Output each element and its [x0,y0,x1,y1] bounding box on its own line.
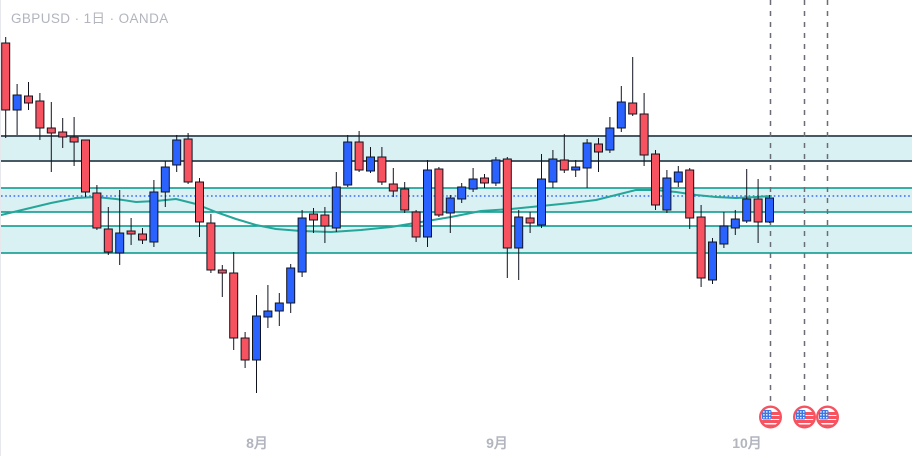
candle-up [730,210,740,235]
candle-up [468,168,478,192]
candle-up [172,135,182,172]
upper-resistance-zone [1,136,912,161]
candle-up [12,84,22,135]
candle-down [502,157,512,278]
candle-down [651,150,660,210]
candle-up [423,160,432,247]
candle-up [548,150,558,188]
candle-up [331,172,341,232]
candle-down [434,167,444,217]
candle-down [753,179,763,243]
x-axis-label-september: 9月 [486,435,508,451]
candle-up [582,139,592,188]
candle-up [514,210,524,280]
candle-up [742,169,752,223]
candle-down [594,138,603,172]
candle-down [309,208,318,233]
candle-down [525,212,535,233]
candle-down [35,93,45,140]
candle-down [480,174,489,188]
candle-down [138,228,147,244]
candle-down [183,133,193,184]
candle-up [491,157,501,186]
symbol-legend[interactable]: GBPUSD · 1日 · OANDA [11,11,169,26]
candle-down [685,168,695,229]
candle-up [286,264,296,313]
us-flag-icon [818,410,837,427]
us-flag-icon [761,410,780,427]
candle-down [559,134,569,173]
candle-down [240,332,250,368]
candle-up [673,166,683,187]
candle-up [708,238,717,284]
economic-event-flag-us[interactable] [758,405,783,429]
us-flag-icon [795,410,814,427]
candle-up [297,210,307,277]
candle-down [377,147,387,185]
candle-down [354,131,364,172]
candle-down [388,168,398,197]
candle-up [662,170,672,213]
candle-up [274,293,284,326]
x-axis-label-august: 8月 [246,435,268,451]
candle-down [195,178,204,237]
lower-support-zone [1,226,912,253]
candle-down [628,57,638,116]
candle-down [400,182,410,213]
candle-down [229,252,239,350]
candle-up [263,285,273,328]
candle-up [537,154,546,228]
candle-down [1,37,11,138]
candle-up [616,86,626,132]
candle-down [81,139,90,197]
candle-down [320,207,330,243]
candle-up [765,195,774,223]
candle-up [149,180,159,247]
candle-down [103,207,113,255]
x-axis-label-october: 10月 [732,435,762,451]
candle-up [366,147,375,173]
candle-down [46,102,56,172]
candle-up [343,135,353,187]
candle-up [571,160,581,177]
candle-down [696,205,706,287]
candle-down [206,214,216,273]
economic-event-flag-us[interactable] [792,405,817,429]
candle-down [69,117,79,166]
candle-down [58,118,68,148]
candle-up [719,212,729,248]
candle-up [252,295,261,393]
economic-event-flag-us[interactable] [815,405,840,429]
candle-up [457,183,467,203]
candle-down [126,218,136,245]
candle-up [160,161,170,207]
candle-down [217,265,227,297]
candle-up [605,117,615,153]
candle-down [411,210,421,242]
candle-down [92,185,102,230]
candle-up [115,190,125,265]
candle-down [639,93,649,166]
middle-zone-zone [1,188,912,212]
candle-up [445,195,455,233]
candle-down [24,82,33,110]
